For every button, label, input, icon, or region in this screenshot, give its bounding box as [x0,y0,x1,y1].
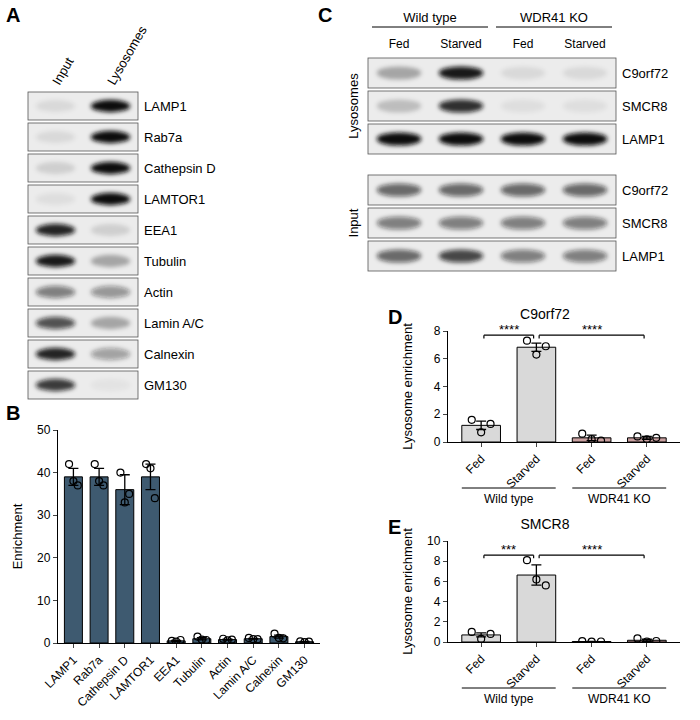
svg-text:LAMP1: LAMP1 [622,249,665,264]
svg-text:Enrichment: Enrichment [10,503,25,569]
svg-text:2: 2 [434,407,441,421]
svg-text:20: 20 [37,551,51,565]
svg-text:30: 30 [37,508,51,522]
svg-text:Fed: Fed [573,652,598,677]
html-text:E: E [388,516,402,538]
svg-text:****: **** [582,542,602,557]
svg-text:Input: Input [346,208,361,237]
svg-text:SMCR8: SMCR8 [622,99,668,114]
svg-text:C9orf72: C9orf72 [622,66,668,81]
svg-text:Cathepsin D: Cathepsin D [144,161,216,176]
svg-text:Rab7a: Rab7a [71,653,106,688]
svg-text:Calnexin: Calnexin [242,653,285,696]
html-text:A: A [6,4,21,26]
svg-text:***: *** [501,542,516,557]
svg-text:2: 2 [434,615,441,629]
svg-text:LAMP1: LAMP1 [42,653,80,691]
svg-text:8: 8 [434,554,441,568]
svg-text:Tubulin: Tubulin [144,254,186,269]
svg-text:****: **** [582,322,602,337]
svg-text:EEA1: EEA1 [151,653,183,685]
svg-text:Fed: Fed [389,37,410,51]
svg-text:Wild type: Wild type [403,10,456,25]
html-text:D: D [388,306,403,328]
svg-text:0: 0 [434,635,441,649]
svg-text:Lysosomes: Lysosomes [104,23,150,87]
svg-text:Starved: Starved [614,452,653,491]
svg-text:Lysosomes: Lysosomes [346,73,361,139]
svg-text:SMCR8: SMCR8 [520,516,569,532]
svg-text:0: 0 [44,636,51,650]
svg-text:Lamin A/C: Lamin A/C [144,316,204,331]
svg-text:WDR41 KO: WDR41 KO [588,692,651,706]
svg-text:****: **** [499,322,519,337]
svg-text:4: 4 [434,595,441,609]
html-text:C: C [318,4,333,26]
svg-text:C9orf72: C9orf72 [622,183,668,198]
svg-text:GM130: GM130 [144,378,187,393]
svg-text:Wild type: Wild type [484,492,534,506]
svg-text:Wild type: Wild type [484,692,534,706]
svg-text:4: 4 [434,380,441,394]
svg-text:Actin: Actin [205,653,234,682]
svg-text:Fed: Fed [463,452,488,477]
svg-text:Starved: Starved [504,452,543,491]
svg-text:LAMP1: LAMP1 [622,132,665,147]
svg-text:50: 50 [37,423,51,437]
svg-text:Starved: Starved [440,37,481,51]
svg-text:Lamin A/C: Lamin A/C [211,653,260,702]
svg-text:Tubulin: Tubulin [171,653,208,690]
svg-text:LAMTOR1: LAMTOR1 [107,653,157,703]
svg-text:SMCR8: SMCR8 [622,216,668,231]
svg-text:10: 10 [427,534,441,548]
svg-text:Starved: Starved [564,37,605,51]
svg-text:10: 10 [37,594,51,608]
svg-text:6: 6 [434,352,441,366]
svg-text:40: 40 [37,466,51,480]
svg-text:Lysosome enrichment: Lysosome enrichment [400,323,415,450]
svg-text:8: 8 [434,324,441,338]
svg-text:C9orf72: C9orf72 [520,306,570,322]
svg-text:Fed: Fed [463,652,488,677]
svg-text:Cathepsin D: Cathepsin D [75,653,132,710]
svg-text:0: 0 [434,435,441,449]
svg-text:Starved: Starved [504,652,543,691]
svg-text:LAMTOR1: LAMTOR1 [144,192,205,207]
svg-text:6: 6 [434,575,441,589]
svg-text:Calnexin: Calnexin [144,347,195,362]
svg-text:Lysosome enrichment: Lysosome enrichment [400,528,415,655]
svg-text:WDR41 KO: WDR41 KO [588,492,651,506]
svg-text:EEA1: EEA1 [144,223,177,238]
svg-text:Rab7a: Rab7a [144,130,183,145]
svg-text:Fed: Fed [513,37,534,51]
svg-text:Input: Input [49,55,77,88]
svg-text:WDR41 KO: WDR41 KO [520,10,588,25]
svg-text:Actin: Actin [144,285,173,300]
svg-text:LAMP1: LAMP1 [144,99,187,114]
svg-text:GM130: GM130 [273,653,311,691]
html-text:B: B [6,402,21,424]
svg-text:Starved: Starved [614,652,653,691]
svg-text:Fed: Fed [573,452,598,477]
